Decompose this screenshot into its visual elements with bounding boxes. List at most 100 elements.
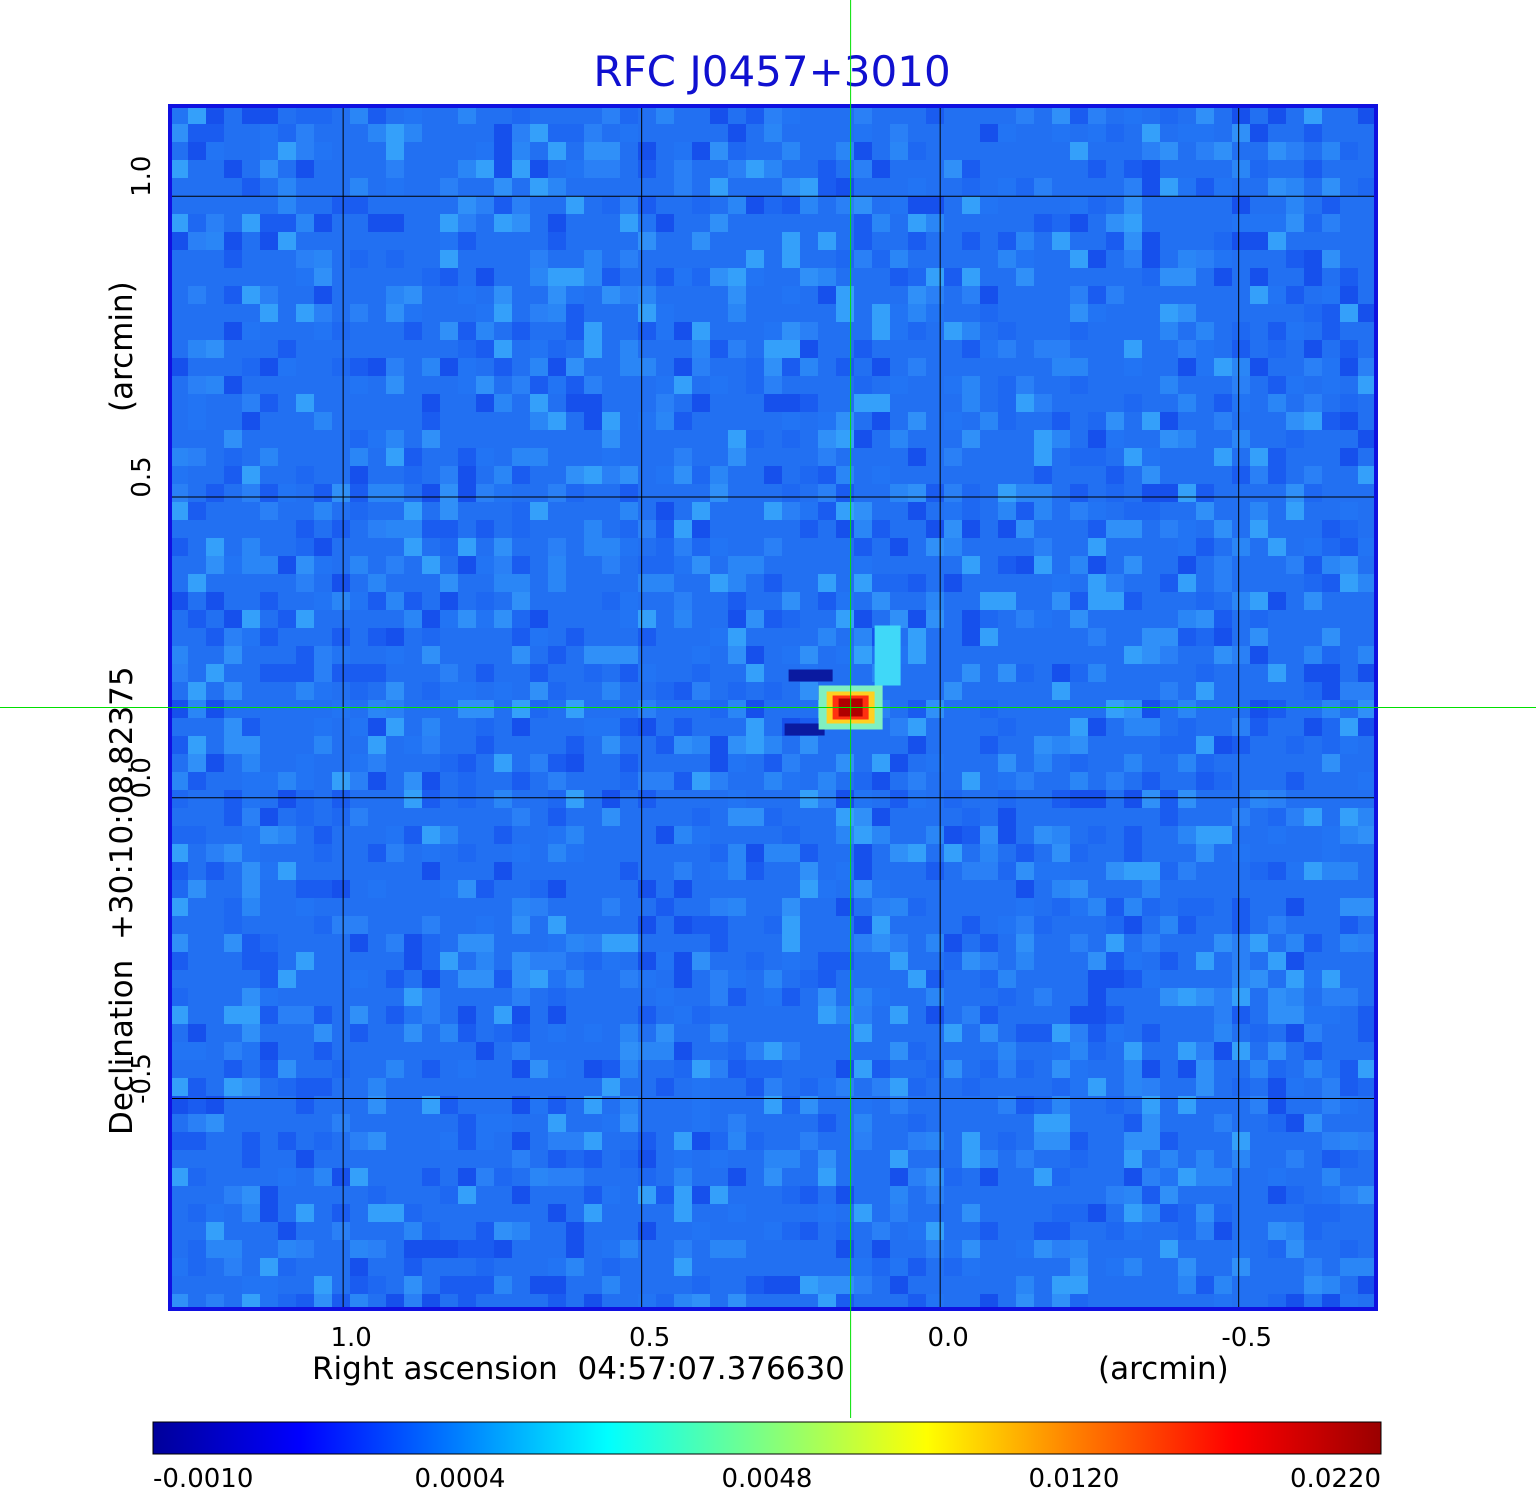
heatmap-cell bbox=[800, 880, 818, 898]
heatmap-cell bbox=[872, 934, 890, 952]
heatmap-cell bbox=[728, 556, 746, 574]
heatmap-cell bbox=[908, 358, 926, 376]
heatmap-cell bbox=[1070, 772, 1088, 790]
heatmap-cell bbox=[278, 1006, 296, 1024]
heatmap-cell bbox=[800, 862, 818, 880]
heatmap-cell bbox=[1358, 574, 1376, 592]
heatmap-cell bbox=[512, 718, 530, 736]
heatmap-cell bbox=[1196, 664, 1214, 682]
heatmap-cell bbox=[314, 664, 332, 682]
heatmap-cell bbox=[890, 1006, 908, 1024]
heatmap-cell bbox=[782, 844, 800, 862]
heatmap-cell bbox=[836, 520, 854, 538]
heatmap-cell bbox=[242, 1042, 260, 1060]
heatmap-cell bbox=[278, 1258, 296, 1276]
heatmap-cell bbox=[710, 1024, 728, 1042]
heatmap-cell bbox=[494, 394, 512, 412]
heatmap-cell bbox=[1322, 358, 1340, 376]
heatmap-cell bbox=[1034, 1222, 1052, 1240]
heatmap-cell bbox=[1196, 988, 1214, 1006]
heatmap-cell bbox=[800, 970, 818, 988]
heatmap-cell bbox=[674, 916, 692, 934]
heatmap-cell bbox=[638, 322, 656, 340]
heatmap-cell bbox=[728, 286, 746, 304]
heatmap-cell bbox=[1160, 808, 1178, 826]
heatmap-cell bbox=[296, 1240, 314, 1258]
heatmap-cell bbox=[1214, 394, 1232, 412]
heatmap-cell bbox=[296, 754, 314, 772]
heatmap-cell bbox=[1250, 862, 1268, 880]
heatmap-cell bbox=[890, 304, 908, 322]
heatmap-cell bbox=[530, 610, 548, 628]
heatmap-cell bbox=[314, 286, 332, 304]
heatmap-cell bbox=[1016, 1294, 1034, 1309]
heatmap-cell bbox=[962, 1258, 980, 1276]
heatmap-cell bbox=[854, 250, 872, 268]
heatmap-cell bbox=[1340, 574, 1358, 592]
heatmap-cell bbox=[854, 1060, 872, 1078]
heatmap-cell bbox=[242, 1132, 260, 1150]
heatmap-cell bbox=[350, 754, 368, 772]
heatmap-cell bbox=[1142, 718, 1160, 736]
heatmap-cell bbox=[170, 538, 188, 556]
heatmap-cell bbox=[1340, 1258, 1358, 1276]
heatmap-cell bbox=[962, 862, 980, 880]
heatmap-cell bbox=[638, 286, 656, 304]
heatmap-cell bbox=[1304, 214, 1322, 232]
heatmap-cell bbox=[818, 484, 836, 502]
heatmap-cell bbox=[656, 736, 674, 754]
heatmap-cell bbox=[1106, 466, 1124, 484]
heatmap-cell bbox=[242, 1204, 260, 1222]
heatmap-cell bbox=[836, 430, 854, 448]
heatmap-cell bbox=[404, 106, 422, 124]
heatmap-cell bbox=[818, 988, 836, 1006]
heatmap-cell bbox=[818, 880, 836, 898]
heatmap-cell bbox=[548, 646, 566, 664]
heatmap-cell bbox=[206, 1114, 224, 1132]
heatmap-cell bbox=[1196, 322, 1214, 340]
heatmap-cell bbox=[818, 1078, 836, 1096]
heatmap-cell bbox=[728, 142, 746, 160]
heatmap-cell bbox=[926, 754, 944, 772]
heatmap-cell bbox=[854, 556, 872, 574]
heatmap-cell bbox=[1088, 160, 1106, 178]
heatmap-cell bbox=[1142, 124, 1160, 142]
heatmap-cell bbox=[422, 646, 440, 664]
heatmap-cell bbox=[656, 1042, 674, 1060]
heatmap-cell bbox=[890, 574, 908, 592]
heatmap-cell bbox=[188, 736, 206, 754]
heatmap-cell bbox=[692, 772, 710, 790]
heatmap-cell bbox=[1160, 322, 1178, 340]
heatmap-cell bbox=[1358, 682, 1376, 700]
heatmap-cell bbox=[1268, 1078, 1286, 1096]
heatmap-cell bbox=[1304, 304, 1322, 322]
heatmap-cell bbox=[1304, 394, 1322, 412]
heatmap-cell bbox=[1178, 1276, 1196, 1294]
heatmap-cell bbox=[1250, 934, 1268, 952]
heatmap-cell bbox=[674, 880, 692, 898]
heatmap-cell bbox=[1016, 898, 1034, 916]
heatmap-cell bbox=[674, 1042, 692, 1060]
heatmap-cell bbox=[422, 826, 440, 844]
heatmap-cell bbox=[962, 178, 980, 196]
heatmap-cell bbox=[620, 1114, 638, 1132]
heatmap-cell bbox=[1358, 1006, 1376, 1024]
y-tick-label: 1.0 bbox=[127, 156, 157, 197]
heatmap-cell bbox=[692, 1006, 710, 1024]
heatmap-cell bbox=[1052, 106, 1070, 124]
heatmap-cell bbox=[1232, 736, 1250, 754]
heatmap-cell bbox=[1070, 358, 1088, 376]
heatmap-cell bbox=[1214, 448, 1232, 466]
heatmap-cell bbox=[998, 988, 1016, 1006]
heatmap-cell bbox=[1358, 1078, 1376, 1096]
heatmap-cell bbox=[1322, 304, 1340, 322]
heatmap-cell bbox=[1124, 358, 1142, 376]
heatmap-cell bbox=[656, 1186, 674, 1204]
heatmap-cell bbox=[1322, 1078, 1340, 1096]
heatmap-cell bbox=[404, 1240, 422, 1258]
heatmap-cell bbox=[458, 790, 476, 808]
heatmap-cell bbox=[1124, 1078, 1142, 1096]
heatmap-cell bbox=[206, 664, 224, 682]
heatmap-cell bbox=[368, 628, 386, 646]
heatmap-cell bbox=[1196, 754, 1214, 772]
